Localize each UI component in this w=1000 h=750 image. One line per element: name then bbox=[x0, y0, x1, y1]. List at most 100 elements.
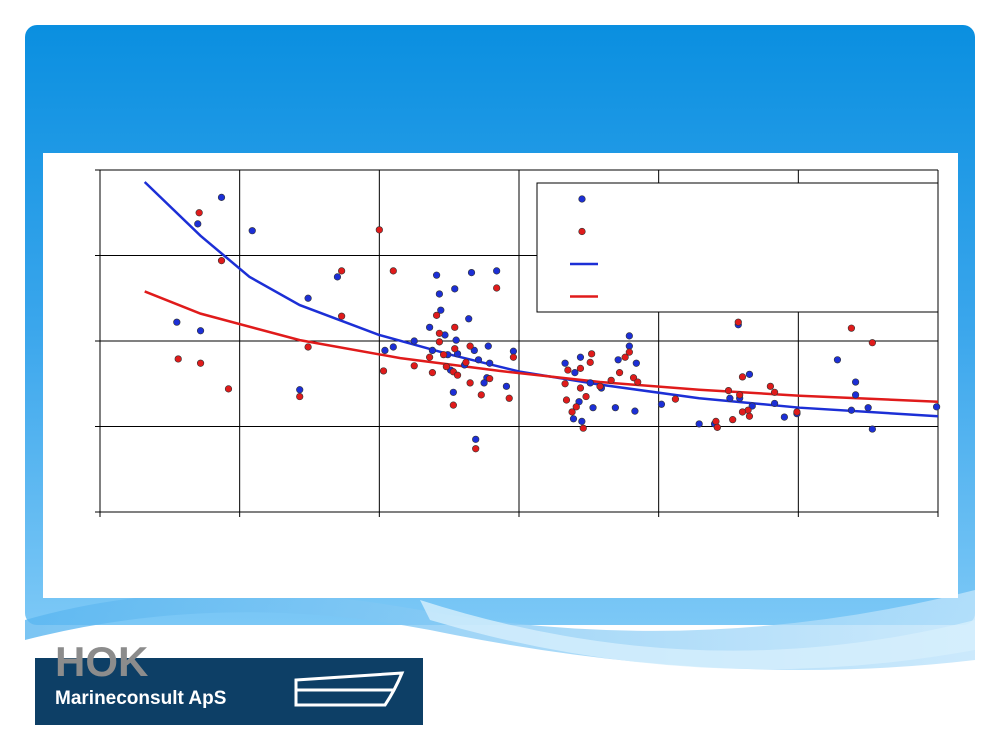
scatter-point bbox=[439, 351, 448, 359]
scatter-point bbox=[631, 407, 639, 415]
scatter-point bbox=[576, 364, 585, 372]
scatter-point bbox=[195, 209, 203, 217]
scatter-point bbox=[780, 413, 788, 421]
scatter-point bbox=[657, 400, 666, 408]
scatter-point bbox=[615, 369, 624, 377]
scatter-point bbox=[466, 342, 474, 350]
scatter-point bbox=[442, 363, 450, 371]
scatter-point bbox=[338, 267, 346, 275]
scatter-point bbox=[462, 358, 470, 366]
scatter-point bbox=[437, 306, 445, 314]
scatter-point bbox=[509, 353, 518, 361]
scatter-point bbox=[625, 342, 633, 350]
scatter-point bbox=[389, 343, 397, 351]
scatter-point bbox=[248, 227, 256, 235]
scatter-point bbox=[793, 408, 801, 416]
scatter-point bbox=[729, 416, 737, 424]
scatter-point bbox=[435, 290, 443, 298]
scatter-point bbox=[578, 417, 586, 425]
scatter-point bbox=[453, 371, 462, 379]
scatter-point bbox=[770, 399, 779, 408]
scatter-point bbox=[196, 327, 205, 335]
scatter-point bbox=[304, 294, 312, 302]
scatter-point bbox=[562, 396, 571, 404]
scatter-point bbox=[477, 391, 485, 399]
scatter-point bbox=[586, 358, 594, 366]
scatter-point bbox=[833, 356, 842, 364]
scatter-point bbox=[389, 267, 397, 275]
scatter-point bbox=[426, 323, 434, 331]
scatter-point bbox=[738, 408, 747, 416]
scatter-point bbox=[338, 312, 346, 320]
scatter-point bbox=[569, 415, 578, 423]
scatter-point bbox=[589, 404, 597, 412]
scatter-point bbox=[509, 347, 518, 355]
scatter-point bbox=[864, 404, 872, 412]
scatter-point bbox=[745, 370, 754, 378]
scatter-point bbox=[588, 350, 596, 358]
scatter-point bbox=[576, 353, 585, 361]
scatter-point bbox=[634, 378, 642, 386]
scatter-point bbox=[173, 318, 181, 326]
scatter-point bbox=[851, 391, 860, 399]
scatter-point bbox=[561, 380, 569, 388]
scatter-point bbox=[614, 356, 622, 364]
scatter-point bbox=[410, 337, 418, 345]
scatter-point bbox=[736, 391, 744, 399]
scatter-point bbox=[472, 445, 480, 453]
scatter-point bbox=[486, 375, 494, 383]
scatter-point bbox=[847, 324, 856, 332]
scatter-point bbox=[571, 369, 579, 377]
scatter-point bbox=[484, 342, 492, 350]
scatter-point bbox=[607, 376, 615, 384]
scatter-point bbox=[933, 403, 941, 411]
scatter-point bbox=[466, 379, 474, 387]
scatter-point bbox=[296, 386, 304, 394]
scatter-point bbox=[766, 382, 775, 390]
scatter-point bbox=[465, 315, 473, 323]
scatter-point bbox=[449, 388, 457, 396]
scatter-point bbox=[713, 423, 721, 431]
scatter-point bbox=[770, 388, 779, 396]
scatter-point bbox=[435, 338, 443, 346]
scatter-point bbox=[579, 424, 587, 432]
scatter-point bbox=[582, 392, 590, 401]
scatter-point bbox=[194, 220, 202, 228]
scatter-point bbox=[449, 401, 457, 409]
scatter-point bbox=[564, 366, 572, 374]
scatter-point bbox=[621, 353, 629, 361]
scatter-point bbox=[304, 343, 312, 351]
logo: HOK Marineconsult ApS bbox=[35, 638, 423, 725]
scatter-point bbox=[851, 378, 860, 386]
scatter-point bbox=[502, 382, 511, 390]
scatter-point bbox=[379, 367, 388, 375]
trend-line bbox=[144, 290, 939, 403]
scatter-point bbox=[451, 323, 459, 331]
scatter-point bbox=[561, 359, 569, 367]
scatter-point bbox=[381, 346, 389, 355]
legend-marker bbox=[578, 227, 586, 236]
scatter-point bbox=[467, 269, 476, 277]
scatter-point bbox=[572, 403, 580, 411]
scatter-point bbox=[493, 284, 501, 292]
scatter-point bbox=[576, 384, 585, 392]
scatter-point bbox=[480, 379, 488, 387]
scatter-point bbox=[333, 273, 342, 281]
scatter-point bbox=[847, 406, 856, 414]
scatter-point bbox=[629, 374, 638, 382]
scatter-point bbox=[432, 311, 441, 319]
scatter-point bbox=[474, 356, 483, 364]
logo-subtitle: Marineconsult ApS bbox=[55, 688, 226, 709]
scatter-point bbox=[196, 359, 205, 367]
scatter-point bbox=[586, 379, 594, 387]
scatter-point bbox=[470, 346, 478, 355]
chart bbox=[95, 169, 941, 517]
scatter-point bbox=[493, 267, 501, 275]
scatter-point bbox=[734, 318, 742, 326]
scatter-point bbox=[568, 408, 576, 416]
logo-title: HOK bbox=[55, 638, 148, 685]
scatter-point bbox=[435, 329, 443, 337]
scatter-point bbox=[375, 226, 383, 234]
scatter-point bbox=[432, 271, 441, 279]
